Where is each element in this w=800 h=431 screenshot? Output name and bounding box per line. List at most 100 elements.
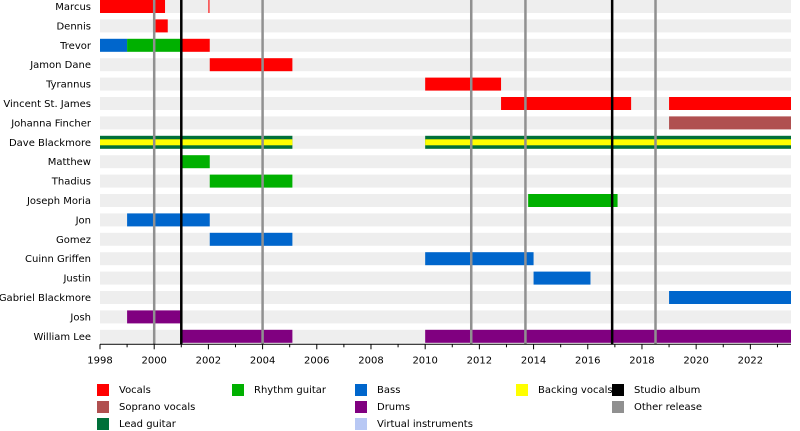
x-tick-label: 2016 [575,355,600,366]
member-name-label: Gabriel Blackmore [0,293,91,304]
legend-swatch [612,384,624,396]
row-stripe [100,19,791,33]
legend-item: Virtual instruments [355,417,473,431]
x-tick-label: 2022 [738,355,763,366]
bar-bass [533,271,591,285]
x-tick-label: 2004 [250,355,275,366]
bar-bass [669,291,791,304]
legend-item: Soprano vocals [97,400,195,414]
bar-vocals [155,19,168,33]
member-name-label: Matthew [48,157,91,168]
bar-bass [209,232,293,246]
legend-label: Virtual instruments [377,418,473,430]
x-tick-label: 2006 [304,355,329,366]
legend-swatch [97,401,109,413]
bar-rhythm-guitar [528,194,618,207]
member-name-label: Cuinn Griffen [25,254,91,265]
member-name-label: Vincent St. James [3,99,91,110]
legend-label: Backing vocals [538,384,613,396]
member-name-label: Gomez [56,235,91,246]
bar-backing-vocals [100,139,293,146]
member-bars [100,0,791,343]
bar-bass [100,38,128,52]
bar-rhythm-guitar [209,174,293,188]
legend-item: Bass [355,383,400,397]
bar-vocals [425,77,502,91]
x-tick-label: 2002 [196,355,221,366]
timeline-plot: Marcus Dennis Trevor Jamon Dane Tyrannus Vinc… [0,0,791,366]
legend-label: Studio album [634,384,701,396]
row-stripe [100,38,791,52]
legend-swatch [516,384,528,396]
member-name-label: Dennis [56,21,91,32]
x-tick-label: 1998 [87,355,112,366]
x-tick-label: 2008 [358,355,383,366]
member-name-label: Tyrannus [45,80,91,91]
row-stripe [100,116,791,130]
bar-vocals [100,0,166,13]
legend-item: Backing vocals [516,383,613,397]
legend-swatch [355,401,367,413]
legend-item: Rhythm guitar [232,383,326,397]
bar-drums [425,329,791,343]
legend-item: Vocals [97,383,151,397]
x-axis: 1998 2000 2002 2004 2006 2008 2010 2012 2014 2016… [87,343,791,366]
x-tick-label: 2014 [521,355,546,366]
row-stripe [100,194,791,207]
legend-swatch [612,401,624,413]
legend-label: Soprano vocals [119,401,196,413]
member-name-label: Joseph Moria [26,196,91,207]
member-name-label: Thadius [51,177,91,188]
legend-item: Drums [355,400,410,414]
bar-backing-vocals [425,139,791,146]
member-name-label: Dave Blackmore [9,138,91,149]
row-stripe [100,310,791,324]
legend-item: Other release [612,400,702,414]
legend-swatch [97,384,109,396]
member-name-label: Jamon Dane [29,60,91,71]
legend-label: Drums [377,401,411,413]
x-tick-label: 2010 [412,355,437,366]
legend-label: Bass [377,384,401,396]
bar-vocals [209,58,293,72]
legend-swatch [97,418,109,430]
bar-drums [181,329,293,343]
legend-label: Vocals [119,384,151,396]
row-stripe [100,232,791,246]
row-stripe [100,291,791,304]
member-name-label: Marcus [55,2,91,13]
bar-vocals [181,38,210,52]
release-lines [152,0,657,345]
member-name-label: Trevor [59,41,92,52]
row-stripe [100,213,791,227]
bar-vocals [669,97,791,110]
row-stripe [100,58,791,72]
member-name-label: William Lee [33,332,91,343]
member-name-label: Josh [69,312,91,323]
bar-bass [425,252,534,266]
legend-label: Lead guitar [119,418,176,430]
legend-swatch [232,384,244,396]
legend-swatch [355,418,367,430]
member-name-label: Justin [62,274,91,285]
legend-item: Studio album [612,383,700,397]
member-name-label: Jon [75,215,91,226]
row-stripe [100,0,791,13]
row-stripe [100,271,791,285]
bar-soprano [669,116,791,130]
legend-label: Rhythm guitar [254,384,327,396]
bar-vocals [501,97,632,110]
legend-item: Lead guitar [97,417,176,431]
row-stripe [100,155,791,169]
x-tick-label: 2012 [467,355,492,366]
row-stripe [100,174,791,188]
x-tick-label: 2000 [141,355,166,366]
member-labels: Marcus Dennis Trevor Jamon Dane Tyrannus Vinc… [0,2,92,343]
bar-rhythm-guitar [181,155,210,169]
legend-label: Other release [634,401,703,413]
legend-swatch [355,384,367,396]
bar-bass [127,213,210,227]
x-tick-label: 2020 [683,355,708,366]
member-name-label: Johanna Fincher [10,118,92,129]
